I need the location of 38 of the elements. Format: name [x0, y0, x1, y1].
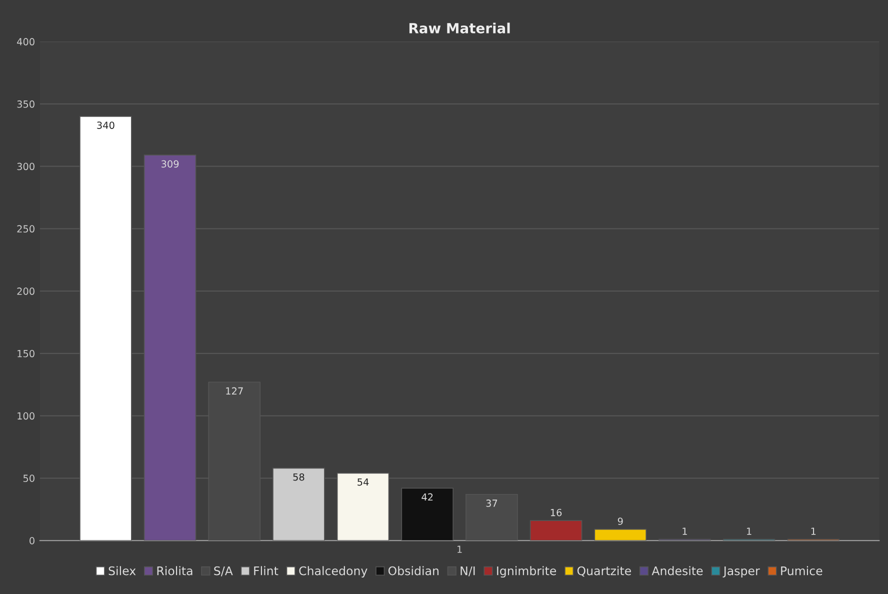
legend-label: N/I [460, 566, 475, 576]
legend-label: Obsidian [388, 566, 438, 576]
legend-label: Jasper [722, 566, 760, 578]
y-tick-label: 0 [30, 537, 34, 544]
y-tick-label: 200 [17, 288, 34, 295]
data-label: 37 [486, 500, 498, 507]
y-tick-label: 50 [23, 474, 34, 482]
data-label: 42 [422, 493, 433, 501]
y-tick-label: 150 [18, 350, 34, 358]
y-tick-label: 100 [18, 412, 34, 420]
legend-label: Riolita [157, 566, 192, 576]
y-tick-label: 400 [17, 38, 34, 46]
chart-title: Raw Material [409, 22, 510, 34]
data-label: 1 [811, 528, 816, 535]
legend-label: Pumice [781, 566, 822, 576]
data-label: 1 [747, 528, 752, 535]
legend-label: Andesite [652, 566, 703, 576]
y-tick-label: 250 [17, 225, 34, 233]
legend-label: Chalcedony [299, 566, 368, 578]
bar [466, 494, 518, 541]
legend-label: Silex [108, 566, 136, 576]
data-label: 9 [618, 518, 623, 525]
y-tick-label: 300 [17, 162, 34, 170]
data-label: 58 [293, 473, 304, 481]
legend-label: Flint [254, 566, 278, 576]
data-label: 309 [161, 160, 179, 168]
legend-label: Ignimbrite [497, 566, 556, 578]
data-label: 54 [358, 478, 369, 486]
data-label: 340 [97, 122, 114, 129]
legend-label: S/A [214, 566, 233, 576]
legend-label: Quartzite [577, 566, 631, 577]
data-label: 1 [682, 528, 687, 535]
bar [401, 488, 454, 541]
y-tick-label: 350 [17, 100, 34, 108]
bar [530, 520, 582, 541]
bar [594, 528, 647, 541]
data-label: 127 [226, 387, 243, 394]
data-label: 16 [550, 508, 562, 516]
